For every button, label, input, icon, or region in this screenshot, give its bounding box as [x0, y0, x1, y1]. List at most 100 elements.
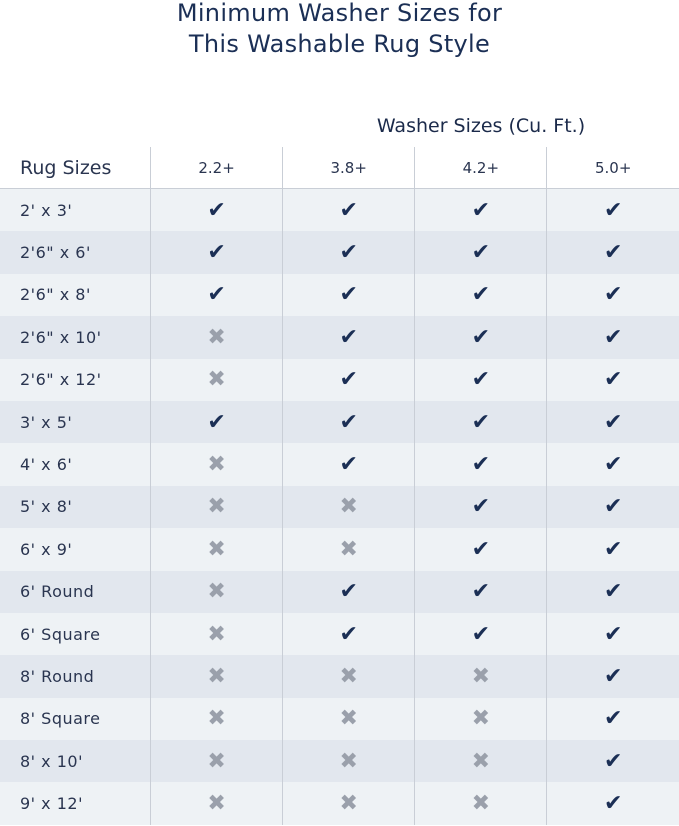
compatibility-cell: ✔ [546, 358, 679, 401]
compatibility-cell: ✔ [282, 570, 415, 613]
check-icon: ✔ [603, 197, 623, 223]
compatibility-cell: ✔ [546, 655, 679, 698]
check-icon: ✔ [471, 282, 491, 308]
compatibility-cell: ✖ [149, 570, 283, 613]
compatibility-cell: ✔ [546, 400, 679, 444]
rug-size-cell: 6' x 9' [0, 528, 151, 571]
table-row: 2'6" x 12' ✖ ✔ ✔ ✔ [0, 358, 679, 401]
table-row: 8' Square ✖ ✖ ✖ ✔ [0, 697, 679, 741]
rug-size-cell: 2'6" x 8' [0, 273, 151, 317]
compatibility-cell: ✔ [282, 400, 415, 444]
table-row: 2'6" x 10' ✖ ✔ ✔ ✔ [0, 316, 679, 359]
washer-sizes-group-label: Washer Sizes (Cu. Ft.) [376, 115, 586, 137]
check-icon: ✔ [603, 452, 623, 478]
rug-size-cell: 6' Round [0, 570, 151, 613]
table-row: 6' Round ✖ ✔ ✔ ✔ [0, 570, 679, 613]
check-icon: ✔ [471, 621, 491, 647]
compatibility-cell: ✔ [414, 358, 547, 401]
check-icon: ✔ [339, 579, 358, 605]
rug-size-cell: 3' x 5' [0, 400, 151, 444]
rug-size-cell: 2' x 3' [0, 188, 151, 232]
compatibility-cell: ✔ [414, 612, 547, 656]
check-icon: ✔ [603, 748, 623, 774]
compatibility-cell: ✔ [414, 443, 547, 486]
compatibility-cell: ✔ [282, 273, 415, 317]
compatibility-cell: ✖ [149, 655, 283, 698]
rug-size-cell: 2'6" x 6' [0, 231, 151, 274]
compatibility-cell: ✔ [414, 570, 547, 613]
compatibility-cell: ✖ [282, 528, 415, 571]
table-row: 6' Square ✖ ✔ ✔ ✔ [0, 612, 679, 656]
washer-size-header: 4.2+ [414, 147, 547, 189]
compatibility-cell: ✔ [546, 612, 679, 656]
compatibility-cell: ✖ [149, 612, 283, 656]
rug-sizes-header: Rug Sizes [0, 147, 151, 189]
compatibility-cell: ✔ [546, 485, 679, 529]
rug-size-cell: 2'6" x 10' [0, 316, 151, 359]
check-icon: ✔ [207, 197, 226, 223]
check-icon: ✔ [339, 621, 358, 647]
compatibility-cell: ✔ [414, 400, 547, 444]
compatibility-cell: ✖ [282, 782, 415, 825]
compatibility-cell: ✖ [282, 655, 415, 698]
table-row: 2'6" x 8' ✔ ✔ ✔ ✔ [0, 273, 679, 317]
check-icon: ✔ [207, 409, 226, 435]
compatibility-cell: ✔ [282, 188, 415, 232]
compatibility-cell: ✖ [282, 740, 415, 783]
x-icon: ✖ [207, 748, 226, 774]
x-icon: ✖ [207, 494, 226, 520]
check-icon: ✔ [603, 282, 623, 308]
check-icon: ✔ [603, 494, 623, 520]
table-row: 8' Round ✖ ✖ ✖ ✔ [0, 655, 679, 698]
compatibility-cell: ✔ [546, 443, 679, 486]
x-icon: ✖ [207, 324, 226, 350]
check-icon: ✔ [339, 282, 358, 308]
check-icon: ✔ [471, 367, 491, 393]
check-icon: ✔ [471, 197, 491, 223]
compatibility-cell: ✖ [149, 782, 283, 825]
check-icon: ✔ [339, 324, 358, 350]
compatibility-cell: ✖ [149, 740, 283, 783]
check-icon: ✔ [207, 282, 226, 308]
compatibility-cell: ✔ [546, 740, 679, 783]
x-icon: ✖ [207, 621, 226, 647]
compatibility-cell: ✔ [149, 231, 283, 274]
x-icon: ✖ [339, 791, 358, 817]
check-icon: ✔ [471, 240, 491, 266]
x-icon: ✖ [339, 494, 358, 520]
check-icon: ✔ [471, 536, 491, 562]
compatibility-cell: ✔ [414, 528, 547, 571]
compatibility-cell: ✔ [282, 612, 415, 656]
check-icon: ✔ [339, 197, 358, 223]
title-line-2: This Washable Rug Style [188, 30, 491, 58]
compatibility-cell: ✖ [282, 697, 415, 741]
check-icon: ✔ [339, 240, 358, 266]
compatibility-cell: ✔ [414, 485, 547, 529]
compatibility-cell: ✖ [414, 782, 547, 825]
compatibility-cell: ✔ [414, 273, 547, 317]
rug-size-cell: 8' Square [0, 697, 151, 741]
compatibility-cell: ✔ [414, 231, 547, 274]
check-icon: ✔ [603, 324, 623, 350]
x-icon: ✖ [339, 748, 358, 774]
table-row: 8' x 10' ✖ ✖ ✖ ✔ [0, 740, 679, 783]
title-line-1: Minimum Washer Sizes for [176, 0, 503, 27]
compatibility-cell: ✔ [414, 316, 547, 359]
x-icon: ✖ [207, 663, 226, 689]
check-icon: ✔ [603, 579, 623, 605]
check-icon: ✔ [471, 409, 491, 435]
rug-size-cell: 2'6" x 12' [0, 358, 151, 401]
washer-size-table: Rug Sizes 2.2+ 3.8+ 4.2+ 5.0+ 2' x 3' ✔ ✔ ✔… [0, 147, 679, 825]
rug-size-cell: 8' x 10' [0, 740, 151, 783]
rug-size-cell: 8' Round [0, 655, 151, 698]
check-icon: ✔ [339, 367, 358, 393]
check-icon: ✔ [207, 240, 226, 266]
compatibility-cell: ✖ [149, 443, 283, 486]
x-icon: ✖ [207, 579, 226, 605]
table-row: 3' x 5' ✔ ✔ ✔ ✔ [0, 400, 679, 444]
washer-size-header: 3.8+ [282, 147, 415, 189]
compatibility-cell: ✔ [546, 231, 679, 274]
compatibility-cell: ✔ [546, 570, 679, 613]
rug-size-cell: 6' Square [0, 612, 151, 656]
compatibility-cell: ✔ [282, 231, 415, 274]
